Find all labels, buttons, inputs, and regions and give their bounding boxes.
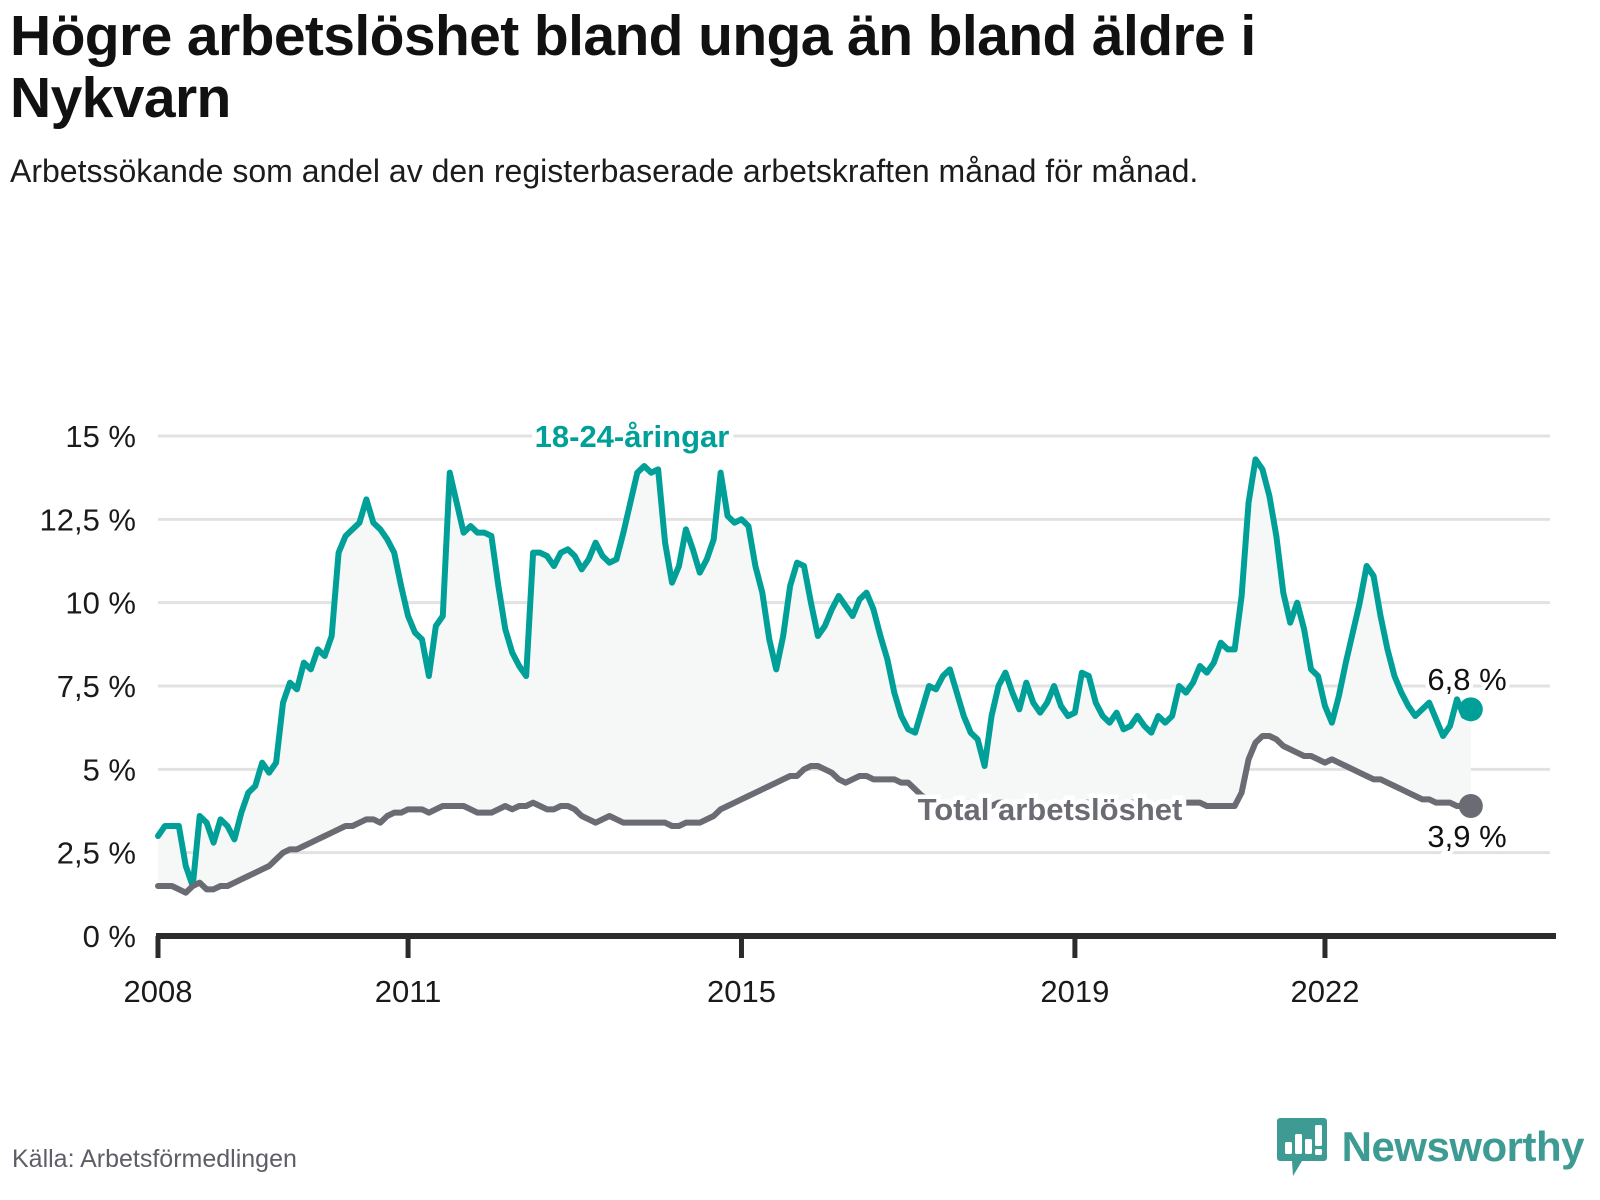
y-axis-tick-labels: 0 % 2,5 % 5 % 7,5 % 10 % 12,5 % 15 %	[39, 419, 136, 954]
total-end-value-label: 3,9 %	[1427, 819, 1506, 854]
series-label-total: Total arbetslöshet	[918, 792, 1183, 827]
brand-lockup: Newsworthy	[1276, 1116, 1585, 1178]
x-axis-tick-labels: 2008 2011 2015 2019 2022	[124, 974, 1360, 1009]
y-axis-tick-label: 5 %	[83, 752, 136, 787]
brand-name: Newsworthy	[1341, 1123, 1585, 1170]
x-axis	[155, 933, 1556, 958]
y-axis-tick-label: 0 %	[83, 919, 136, 954]
page-title: Högre arbetslöshet bland unga än bland ä…	[10, 4, 1256, 130]
x-axis-tick-label: 2011	[375, 974, 442, 1009]
chart-plot-region: 0 % 2,5 % 5 % 7,5 % 10 % 12,5 % 15 % 2008 2011 2…	[0, 400, 1600, 1020]
youth-end-value-label: 6,8 %	[1427, 662, 1506, 697]
end-marker-total	[1458, 794, 1483, 818]
y-axis-tick-label: 2,5 %	[57, 836, 136, 871]
series-area-fills	[158, 459, 1471, 893]
end-marker-youth	[1458, 697, 1483, 722]
series-line-total	[155, 733, 1474, 896]
chart-footer: Källa: Arbetsförmedlingen Newsworthy	[0, 1090, 1600, 1200]
y-axis-tick-label: 7,5 %	[57, 669, 136, 704]
x-axis-tick-label: 2015	[707, 974, 776, 1009]
line-chart: 0 %2,5 %5 %7,5 %10 %12,5 %15 % 2008 2011 2…	[39, 415, 1556, 1009]
x-axis-tick-label: 2008	[124, 974, 193, 1009]
series-lines	[155, 456, 1474, 896]
series-end-markers	[1458, 697, 1483, 818]
series-band-fill	[158, 459, 1471, 893]
x-axis-tick-label: 2019	[1040, 974, 1109, 1009]
chart-header: Högre arbetslöshet bland unga än bland ä…	[10, 4, 1550, 192]
series-line-youth	[155, 456, 1474, 889]
chart-subtitle: Arbetssökande som andel av den registerb…	[10, 153, 1199, 190]
y-axis-tick-label: 12,5 %	[39, 502, 136, 537]
series-label-youth: 18-24-åringar	[535, 419, 730, 454]
y-axis-tick-label: 15 %	[65, 419, 136, 454]
bar-chart-exclamation-speech-bubble-icon	[1276, 1118, 1327, 1176]
y-axis-tick-label: 10 %	[65, 586, 136, 621]
source-note: Källa: Arbetsförmedlingen	[12, 1145, 297, 1173]
x-axis-tick-label: 2022	[1290, 974, 1359, 1009]
